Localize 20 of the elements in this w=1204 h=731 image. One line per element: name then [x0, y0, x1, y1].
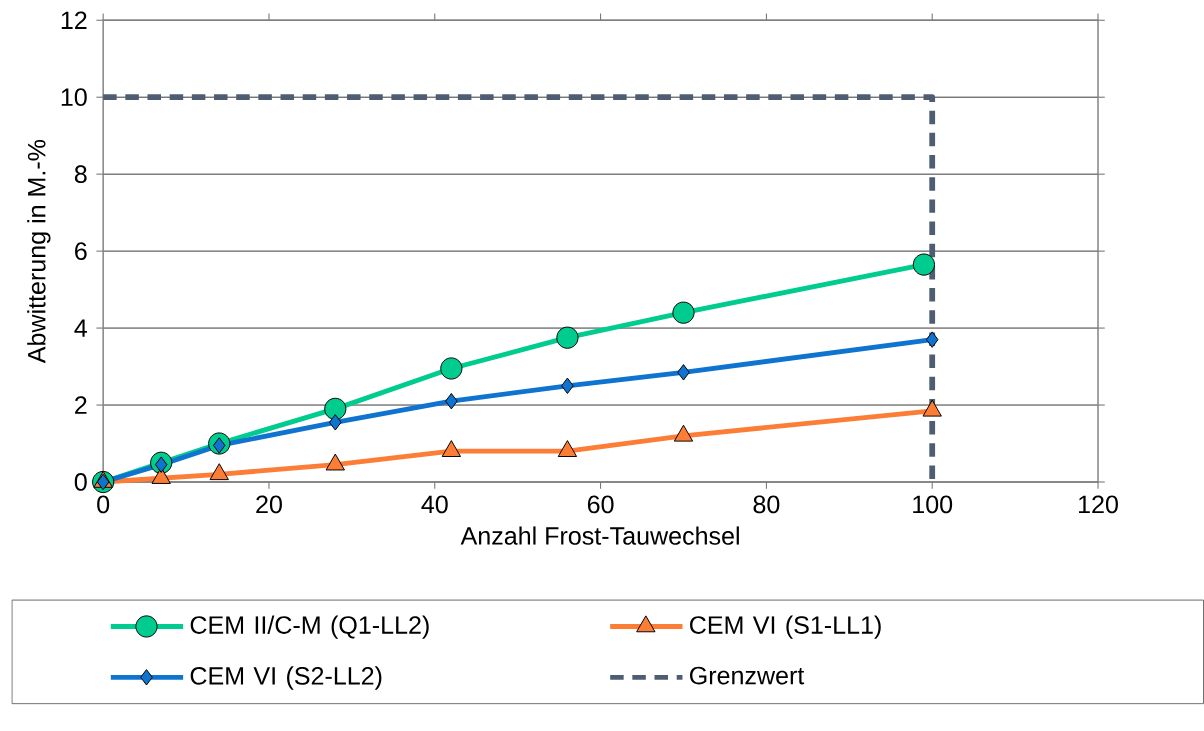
y-tick-label: 0: [74, 473, 87, 492]
legend-label: Grenzwert: [690, 666, 805, 685]
x-tick-label: 20: [256, 495, 282, 514]
y-tick-label: 2: [75, 396, 87, 414]
x-tick-label: 0: [97, 495, 110, 514]
y-tick-label: 6: [75, 242, 87, 261]
x-tick-label: 40: [421, 495, 448, 514]
x-tick-label: 100: [913, 495, 953, 514]
y-tick-label: 12: [61, 11, 87, 30]
x-tick-label: 60: [587, 495, 614, 514]
x-axis-title: Anzahl Frost-Tauwechsel: [460, 526, 739, 545]
legend-label: CEM II/C-M (Q1-LL2): [190, 615, 429, 639]
y-tick-label: 10: [61, 88, 87, 107]
y-tick-label: 4: [74, 319, 87, 337]
legend-label: CEM VI (S2-LL2): [190, 666, 382, 690]
x-tick-label: 80: [753, 495, 780, 514]
legend-label: CEM VI (S1-LL1): [690, 615, 881, 639]
y-tick-label: 8: [74, 165, 87, 184]
y-axis-title: Abwitterung in M.-%: [27, 140, 51, 364]
x-tick-label: 120: [1079, 495, 1118, 514]
